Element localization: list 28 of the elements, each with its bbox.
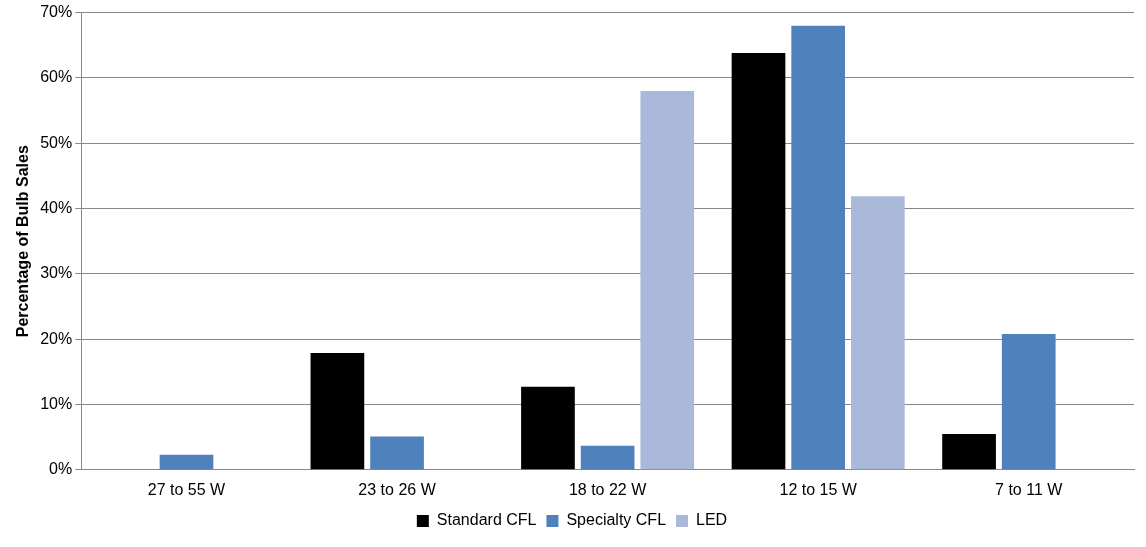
x-tick-label: 27 to 55 W [147,480,227,498]
bar [159,454,214,470]
bar [370,436,424,470]
bar [521,386,575,470]
y-axis-title: Percentage of Bulb Sales [14,145,32,338]
legend-label: Specialty CFL [566,511,667,529]
y-tick-label: 60% [40,68,73,86]
bar [791,25,846,470]
x-tick-label: 23 to 26 W [358,480,437,498]
y-tick-label: 70% [40,3,73,21]
bar [310,352,365,470]
y-tick-label: 20% [40,329,73,347]
bar [942,433,996,470]
legend-label: LED [696,511,728,529]
x-tick-label: 18 to 22 W [568,480,648,498]
bar [640,90,695,470]
bar [580,445,635,470]
bar [731,53,786,470]
legend-label: Standard CFL [436,511,537,529]
y-tick-label: 50% [40,133,73,151]
bar [850,196,905,470]
y-tick-label: 10% [40,394,73,412]
x-tick-label: 12 to 15 W [779,480,858,498]
y-tick-label: 30% [40,264,73,282]
x-tick-label: 7 to 11 W [995,480,1064,498]
bar [1001,333,1056,470]
y-tick-label: 0% [49,460,73,478]
y-tick-label: 40% [40,198,73,216]
